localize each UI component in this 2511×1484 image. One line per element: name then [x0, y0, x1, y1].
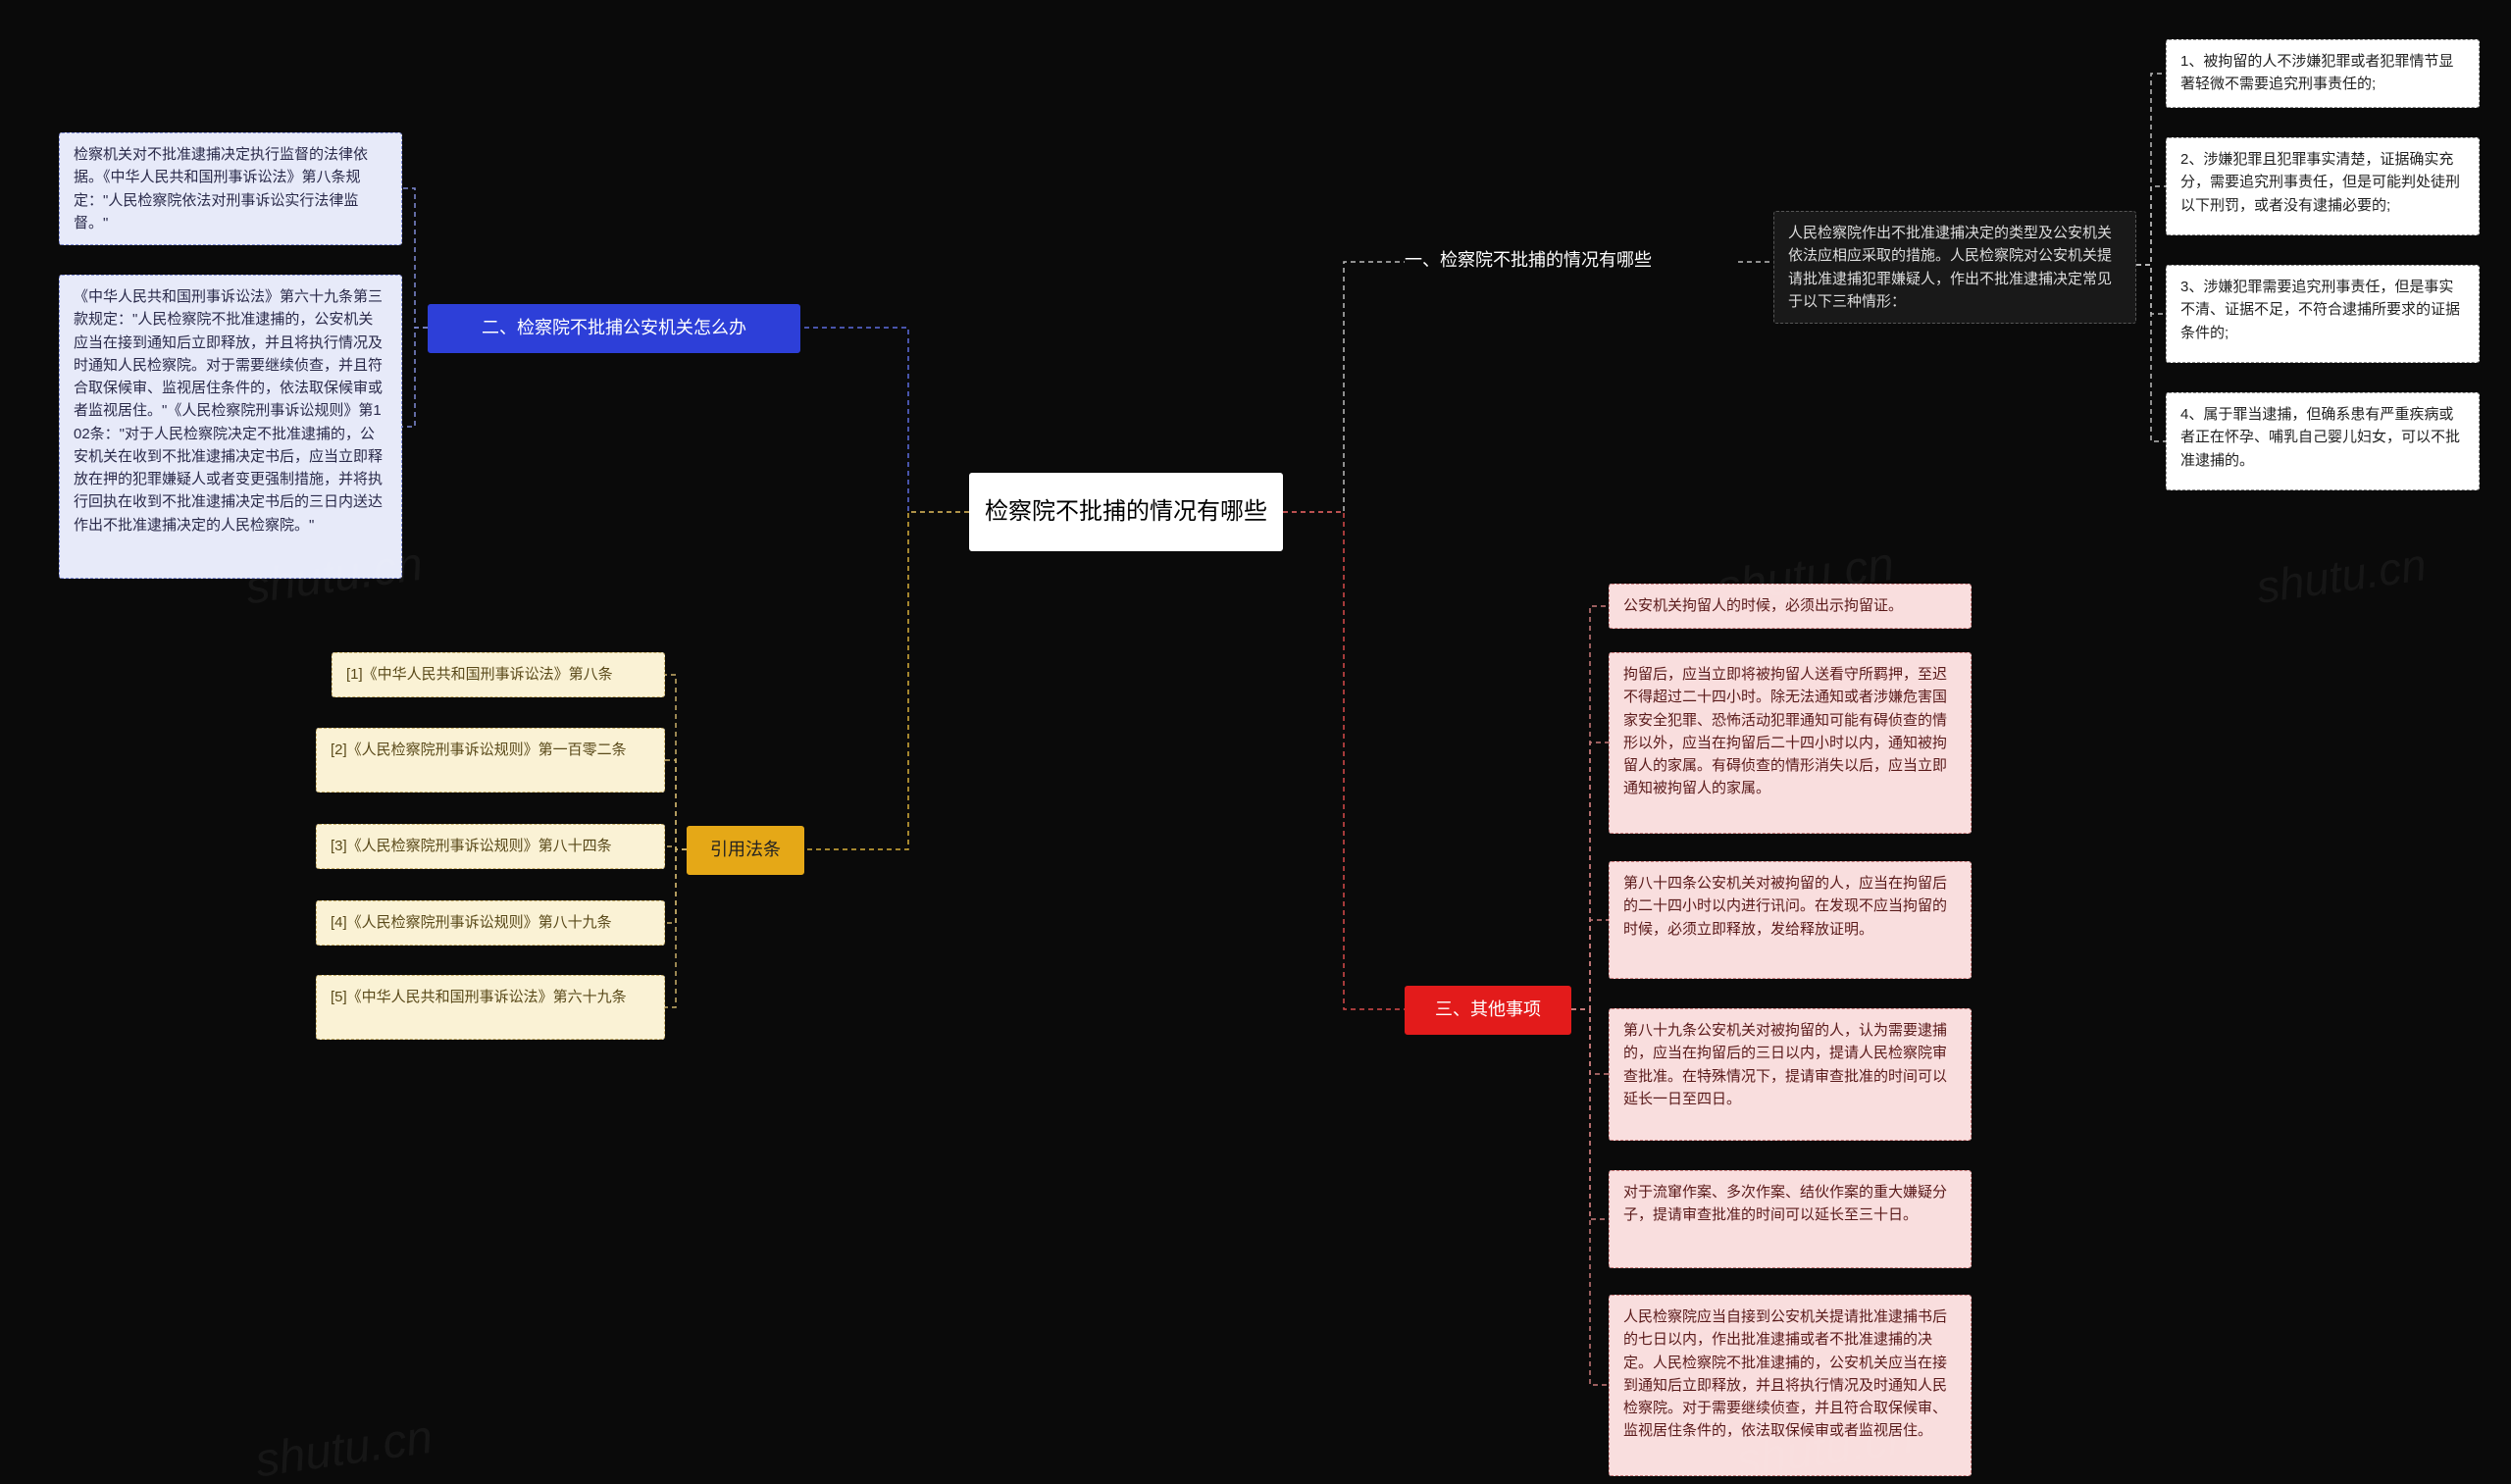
refs-item-4: [5]《中华人民共和国刑事诉讼法》第六十九条 — [316, 975, 665, 1040]
section3-title: 三、其他事项 — [1405, 986, 1571, 1035]
section1-item-1: 2、涉嫌犯罪且犯罪事实清楚，证据确实充分，需要追究刑事责任，但是可能判处徒刑以下… — [2166, 137, 2480, 235]
refs-title: 引用法条 — [687, 826, 804, 875]
section1-item-2: 3、涉嫌犯罪需要追究刑事责任，但是事实不清、证据不足，不符合逮捕所要求的证据条件… — [2166, 265, 2480, 363]
section2-item-0: 检察机关对不批准逮捕决定执行监督的法律依据。《中华人民共和国刑事诉讼法》第八条规… — [59, 132, 402, 245]
section3-item-4: 对于流窜作案、多次作案、结伙作案的重大嫌疑分子，提请审查批准的时间可以延长至三十… — [1609, 1170, 1972, 1268]
section3-item-2: 第八十四条公安机关对被拘留的人，应当在拘留后的二十四小时以内进行讯问。在发现不应… — [1609, 861, 1972, 979]
watermark: shutu.cn — [252, 1410, 436, 1484]
refs-item-0: [1]《中华人民共和国刑事诉讼法》第八条 — [332, 652, 665, 697]
refs-item-1: [2]《人民检察院刑事诉讼规则》第一百零二条 — [316, 728, 665, 793]
section3-item-1: 拘留后，应当立即将被拘留人送看守所羁押，至迟不得超过二十四小时。除无法通知或者涉… — [1609, 652, 1972, 834]
section3-item-3: 第八十九条公安机关对被拘留的人，认为需要逮捕的，应当在拘留后的三日以内，提请人民… — [1609, 1008, 1972, 1141]
diagram-canvas: 检察院不批捕的情况有哪些 一、检察院不批捕的情况有哪些 人民检察院作出不批准逮捕… — [0, 0, 2511, 1484]
section1-item-0: 1、被拘留的人不涉嫌犯罪或者犯罪情节显著轻微不需要追究刑事责任的; — [2166, 39, 2480, 108]
section1-title: 一、检察院不批捕的情况有哪些 — [1405, 247, 1738, 275]
section3-item-0: 公安机关拘留人的时候，必须出示拘留证。 — [1609, 584, 1972, 629]
section1-desc: 人民检察院作出不批准逮捕决定的类型及公安机关依法应相应采取的措施。人民检察院对公… — [1773, 211, 2136, 324]
root-node: 检察院不批捕的情况有哪些 — [969, 473, 1283, 551]
watermark: shutu.cn — [2253, 537, 2430, 614]
section2-title: 二、检察院不批捕公安机关怎么办 — [428, 304, 800, 353]
section3-item-5: 人民检察院应当自接到公安机关提请批准逮捕书后的七日以内，作出批准逮捕或者不批准逮… — [1609, 1295, 1972, 1476]
refs-item-3: [4]《人民检察院刑事诉讼规则》第八十九条 — [316, 900, 665, 946]
section2-item-1: 《中华人民共和国刑事诉讼法》第六十九条第三款规定："人民检察院不批准逮捕的，公安… — [59, 275, 402, 579]
section1-item-3: 4、属于罪当逮捕，但确系患有严重疾病或者正在怀孕、哺乳自己婴儿妇女，可以不批准逮… — [2166, 392, 2480, 490]
refs-item-2: [3]《人民检察院刑事诉讼规则》第八十四条 — [316, 824, 665, 869]
